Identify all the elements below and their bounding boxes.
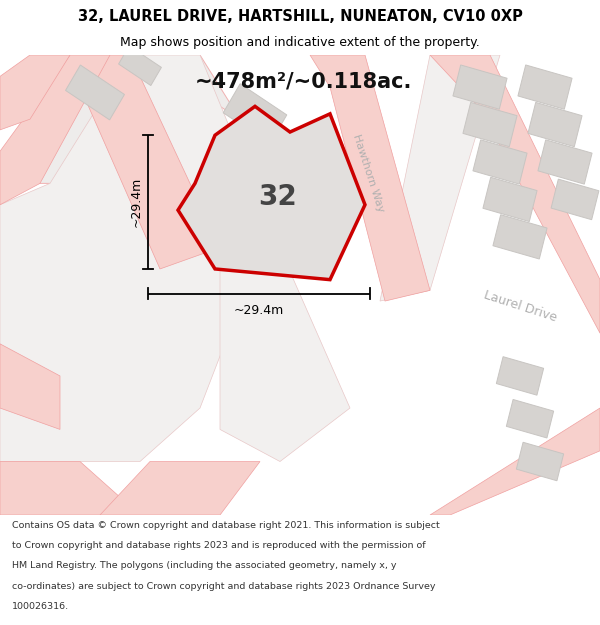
Polygon shape: [506, 399, 554, 438]
Polygon shape: [0, 55, 200, 183]
Text: ~29.4m: ~29.4m: [234, 304, 284, 317]
Text: 32: 32: [259, 183, 298, 211]
Polygon shape: [90, 55, 240, 119]
Text: Laurel Drive: Laurel Drive: [482, 289, 558, 324]
Polygon shape: [0, 55, 270, 461]
Polygon shape: [220, 226, 350, 461]
Polygon shape: [0, 55, 110, 205]
Polygon shape: [453, 65, 507, 109]
Polygon shape: [463, 102, 517, 147]
Polygon shape: [551, 179, 599, 220]
Polygon shape: [310, 55, 430, 301]
Text: Hawthorn Way: Hawthorn Way: [350, 132, 385, 213]
Text: co-ordinates) are subject to Crown copyright and database rights 2023 Ordnance S: co-ordinates) are subject to Crown copyr…: [12, 581, 436, 591]
Text: ~478m²/~0.118ac.: ~478m²/~0.118ac.: [195, 72, 412, 92]
Polygon shape: [517, 442, 563, 481]
Polygon shape: [538, 140, 592, 184]
Text: Contains OS data © Crown copyright and database right 2021. This information is : Contains OS data © Crown copyright and d…: [12, 521, 440, 529]
Polygon shape: [493, 215, 547, 259]
Polygon shape: [100, 461, 260, 515]
Polygon shape: [483, 177, 537, 222]
Text: to Crown copyright and database rights 2023 and is reproduced with the permissio: to Crown copyright and database rights 2…: [12, 541, 425, 550]
Polygon shape: [0, 344, 60, 429]
Text: Map shows position and indicative extent of the property.: Map shows position and indicative extent…: [120, 36, 480, 49]
Polygon shape: [0, 461, 140, 515]
Polygon shape: [430, 55, 600, 333]
Text: 32, LAUREL DRIVE, HARTSHILL, NUNEATON, CV10 0XP: 32, LAUREL DRIVE, HARTSHILL, NUNEATON, C…: [77, 9, 523, 24]
Polygon shape: [257, 129, 313, 184]
Polygon shape: [178, 106, 365, 279]
Polygon shape: [496, 357, 544, 395]
Polygon shape: [119, 46, 161, 86]
Polygon shape: [518, 65, 572, 109]
Polygon shape: [0, 55, 70, 130]
Text: HM Land Registry. The polygons (including the associated geometry, namely x, y: HM Land Registry. The polygons (includin…: [12, 561, 397, 570]
Polygon shape: [223, 84, 287, 144]
Polygon shape: [0, 55, 110, 119]
Polygon shape: [65, 65, 124, 120]
Polygon shape: [380, 55, 500, 301]
Text: ~29.4m: ~29.4m: [130, 177, 143, 227]
Polygon shape: [528, 102, 582, 147]
Polygon shape: [473, 140, 527, 184]
Polygon shape: [430, 408, 600, 515]
Polygon shape: [60, 55, 220, 269]
Text: 100026316.: 100026316.: [12, 602, 69, 611]
